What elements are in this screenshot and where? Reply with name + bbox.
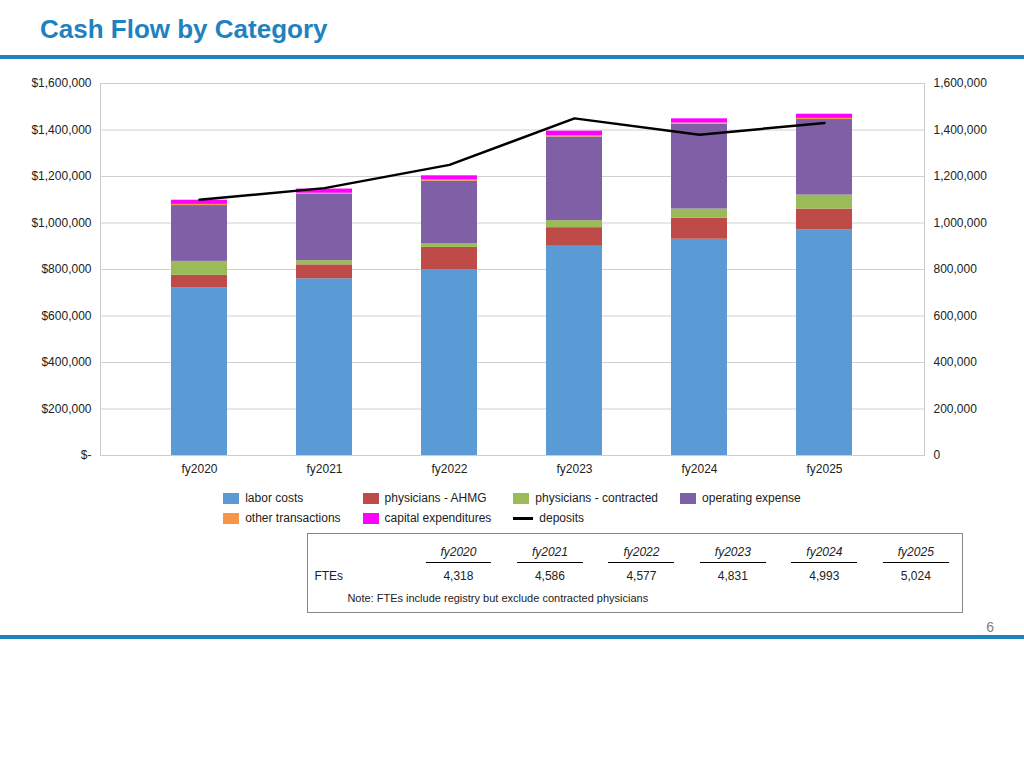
html-text:capital expenditures: capital expenditures xyxy=(384,511,492,525)
html-text:fy2025: fy2025 xyxy=(897,545,934,559)
html-text:fy2023: fy2023 xyxy=(714,545,751,559)
html-text:physicians - contracted: physicians - contracted xyxy=(535,491,658,505)
html-text:4,993: 4,993 xyxy=(809,569,840,583)
html-text:Note: FTEs include registry bu: Note: FTEs include registry but exclude … xyxy=(347,592,649,604)
svg-text:fy2024: fy2024 xyxy=(681,462,717,476)
svg-text:0: 0 xyxy=(934,448,941,462)
svg-text:$1,200,000: $1,200,000 xyxy=(31,169,91,183)
svg-text:$200,000: $200,000 xyxy=(41,402,91,416)
svg-text:600,000: 600,000 xyxy=(934,309,978,323)
html-text:operating expense: operating expense xyxy=(702,491,801,505)
html-text:deposits: deposits xyxy=(539,511,584,525)
html-text:labor costs: labor costs xyxy=(245,491,304,505)
svg-text:1,000,000: 1,000,000 xyxy=(934,216,988,230)
html-text:FTEs: FTEs xyxy=(314,569,344,583)
svg-text:fy2020: fy2020 xyxy=(181,462,217,476)
svg-text:400,000: 400,000 xyxy=(934,355,978,369)
svg-text:$800,000: $800,000 xyxy=(41,262,91,276)
html-text:4,831: 4,831 xyxy=(717,569,748,583)
html-text:5,024: 5,024 xyxy=(900,569,931,583)
html-text:fy2020: fy2020 xyxy=(440,545,477,559)
svg-text:fy2021: fy2021 xyxy=(306,462,342,476)
svg-text:1,200,000: 1,200,000 xyxy=(934,169,988,183)
html-text:4,577: 4,577 xyxy=(626,569,657,583)
html-text:fy2021: fy2021 xyxy=(531,545,568,559)
svg-text:200,000: 200,000 xyxy=(934,402,978,416)
svg-text:$-: $- xyxy=(81,448,92,462)
html-text:fy2024: fy2024 xyxy=(806,545,843,559)
html-text:4,586: 4,586 xyxy=(534,569,565,583)
svg-text:fy2023: fy2023 xyxy=(556,462,592,476)
svg-text:fy2025: fy2025 xyxy=(806,462,842,476)
svg-text:$400,000: $400,000 xyxy=(41,355,91,369)
svg-text:$600,000: $600,000 xyxy=(41,309,91,323)
html-text:fy2022: fy2022 xyxy=(623,545,660,559)
html-text:4,318: 4,318 xyxy=(443,569,474,583)
html-text:other transactions: other transactions xyxy=(245,511,341,525)
html-text:physicians - AHMG: physicians - AHMG xyxy=(384,491,487,505)
svg-text:1,600,000: 1,600,000 xyxy=(934,76,988,90)
svg-text:$1,000,000: $1,000,000 xyxy=(31,216,91,230)
svg-text:800,000: 800,000 xyxy=(934,262,978,276)
svg-text:fy2022: fy2022 xyxy=(431,462,467,476)
svg-text:1,400,000: 1,400,000 xyxy=(934,123,988,137)
html-text:6: 6 xyxy=(986,619,994,635)
html-text:Cash Flow by Category: Cash Flow by Category xyxy=(40,14,328,44)
svg-text:$1,400,000: $1,400,000 xyxy=(31,123,91,137)
svg-text:$1,600,000: $1,600,000 xyxy=(31,76,91,90)
